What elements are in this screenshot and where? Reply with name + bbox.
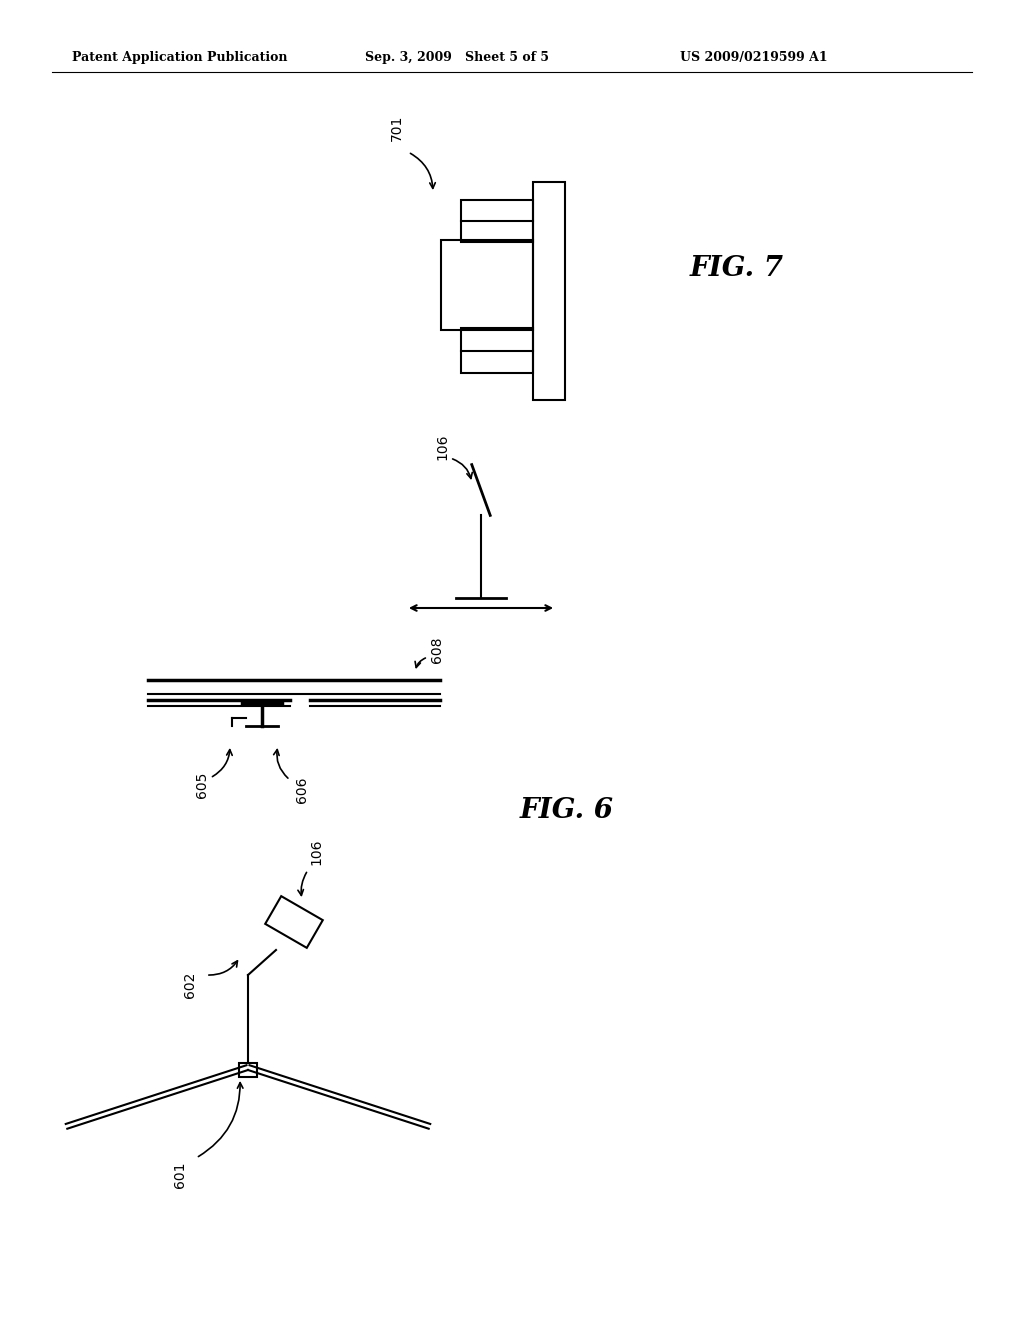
Text: 701: 701 (390, 115, 404, 141)
Text: FIG. 7: FIG. 7 (690, 255, 784, 281)
Text: 608: 608 (430, 636, 444, 663)
Bar (441, 240, 534, 330)
Bar (461, 327, 534, 374)
Text: Sep. 3, 2009   Sheet 5 of 5: Sep. 3, 2009 Sheet 5 of 5 (365, 51, 549, 65)
Text: 602: 602 (183, 972, 197, 998)
Bar (461, 201, 534, 242)
Text: Patent Application Publication: Patent Application Publication (72, 51, 288, 65)
Text: 605: 605 (195, 772, 209, 799)
Text: 106: 106 (435, 434, 449, 461)
Text: US 2009/0219599 A1: US 2009/0219599 A1 (680, 51, 827, 65)
Text: 106: 106 (309, 838, 323, 865)
Bar (239, 1063, 257, 1077)
Bar (534, 182, 565, 400)
Text: FIG. 6: FIG. 6 (520, 796, 614, 824)
Text: 601: 601 (173, 1162, 187, 1188)
Text: 606: 606 (295, 776, 309, 804)
